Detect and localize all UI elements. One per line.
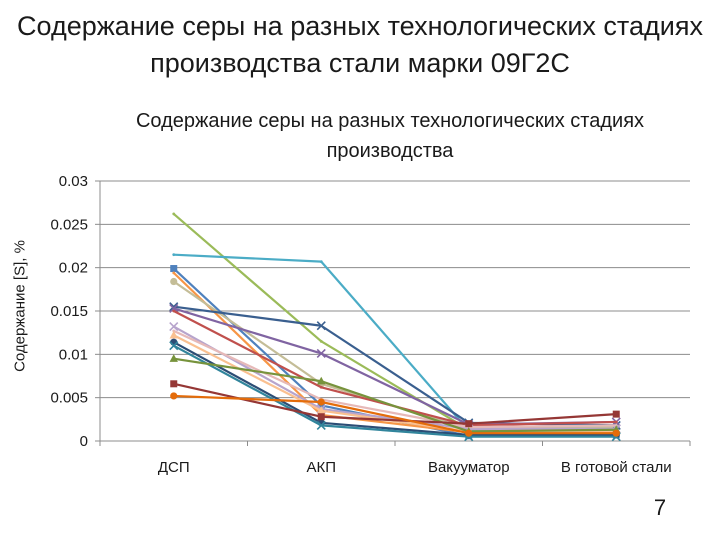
series-line-9 xyxy=(173,325,617,430)
data-point xyxy=(317,398,325,406)
x-tick-label: Вакууматор xyxy=(428,459,510,476)
series-line-6 xyxy=(173,305,617,427)
data-point xyxy=(169,341,179,351)
y-tick-label: 0.005 xyxy=(50,390,88,407)
series-line-15 xyxy=(173,382,617,425)
data-point xyxy=(319,339,323,343)
x-tick-label: В готовой стали xyxy=(561,459,672,476)
data-point xyxy=(170,277,178,286)
tick-labels: 0 0.005 0.01 0.015 0.02 0.025 0.03 ДСП АКП Вакуум… xyxy=(50,173,671,476)
x-tick-label: АКП xyxy=(306,459,336,476)
data-point xyxy=(170,392,178,400)
data-point xyxy=(316,420,326,430)
data-point xyxy=(316,348,326,359)
data-point xyxy=(169,330,178,339)
page-number: 7 xyxy=(653,495,667,520)
data-point xyxy=(172,253,176,257)
data-point xyxy=(317,406,326,414)
axes xyxy=(95,180,691,446)
data-point xyxy=(172,309,176,313)
data-point xyxy=(316,321,326,331)
y-tick-label: 0.015 xyxy=(50,303,88,320)
data-point xyxy=(612,410,620,418)
series-group xyxy=(169,212,621,442)
series-line-3 xyxy=(173,267,617,437)
series-line-13 xyxy=(173,344,617,438)
data-point xyxy=(170,265,178,273)
data-point xyxy=(614,420,618,424)
data-point xyxy=(319,260,323,263)
slide-title: Содержание серы на разных технологически… xyxy=(17,11,703,78)
series-line-4 xyxy=(172,272,617,434)
y-tick-label: 0.02 xyxy=(59,260,88,277)
data-point xyxy=(169,303,179,313)
y-tick-label: 0.01 xyxy=(59,346,88,363)
data-point xyxy=(317,413,325,421)
data-point xyxy=(319,385,323,389)
x-tick-label: ДСП xyxy=(158,459,190,476)
data-point xyxy=(172,212,176,216)
series-line-16 xyxy=(173,394,617,435)
data-point xyxy=(172,271,176,275)
y-tick-label: 0 xyxy=(80,433,88,450)
data-point xyxy=(465,429,473,437)
data-point xyxy=(465,420,473,428)
series-line-10 xyxy=(173,329,617,429)
series-line-12 xyxy=(173,341,617,437)
series-line-14 xyxy=(173,357,617,433)
y-tick-label: 0.025 xyxy=(50,216,88,233)
data-point xyxy=(169,354,178,362)
data-point xyxy=(317,376,326,385)
gridlines xyxy=(100,180,690,399)
data-point xyxy=(169,322,179,332)
data-point xyxy=(170,380,178,388)
y-tick-label: 0.03 xyxy=(59,173,88,190)
data-point xyxy=(612,429,620,437)
chart-title: Содержание серы на разных технологически… xyxy=(135,110,645,162)
